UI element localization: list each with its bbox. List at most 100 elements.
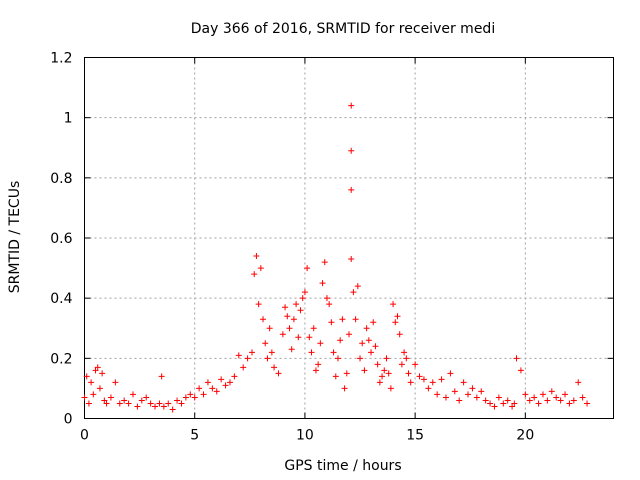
data-point xyxy=(339,316,346,323)
data-point xyxy=(526,397,533,404)
data-point xyxy=(553,394,560,401)
data-point xyxy=(374,361,381,368)
data-point xyxy=(363,325,370,332)
data-point xyxy=(495,394,502,401)
data-point xyxy=(257,265,264,272)
data-point xyxy=(209,385,216,392)
data-point xyxy=(383,355,390,362)
data-point xyxy=(297,307,304,314)
y-tick-label: 1 xyxy=(64,111,73,127)
data-point xyxy=(456,397,463,404)
data-point xyxy=(235,352,242,359)
data-point xyxy=(442,394,449,401)
data-point xyxy=(396,331,403,338)
data-point xyxy=(196,385,203,392)
data-point xyxy=(284,313,291,320)
data-point xyxy=(354,283,361,290)
data-point xyxy=(94,364,101,371)
data-point xyxy=(348,147,355,154)
data-point xyxy=(299,295,306,302)
x-tick-label: 20 xyxy=(516,428,534,444)
data-point xyxy=(295,334,302,341)
data-point xyxy=(513,355,520,362)
data-point xyxy=(575,379,582,386)
data-point xyxy=(368,349,375,356)
data-point xyxy=(112,379,119,386)
data-point xyxy=(370,319,377,326)
data-point xyxy=(544,397,551,404)
data-point xyxy=(566,400,573,407)
data-point xyxy=(460,379,467,386)
data-point xyxy=(312,367,319,374)
data-point xyxy=(251,271,258,278)
data-point xyxy=(337,337,344,344)
data-point xyxy=(191,394,198,401)
x-axis-label: GPS time / hours xyxy=(284,458,401,474)
data-point xyxy=(387,385,394,392)
data-point xyxy=(249,349,256,356)
data-point xyxy=(147,400,154,407)
x-tick-label: 0 xyxy=(80,428,89,444)
data-point xyxy=(218,376,225,383)
data-point xyxy=(99,370,106,377)
data-point xyxy=(401,349,408,356)
data-point xyxy=(152,403,159,410)
data-point xyxy=(178,400,185,407)
data-point xyxy=(509,403,516,410)
data-point xyxy=(352,316,359,323)
data-point xyxy=(504,397,511,404)
data-point xyxy=(90,391,97,398)
data-point xyxy=(328,319,335,326)
data-point xyxy=(306,334,313,341)
data-point xyxy=(535,400,542,407)
x-tick-labels: 0 5 10 15 20 xyxy=(80,428,534,444)
data-point xyxy=(403,355,410,362)
data-point xyxy=(308,349,315,356)
data-point xyxy=(434,391,441,398)
data-point xyxy=(407,379,414,386)
data-point xyxy=(500,400,507,407)
data-point xyxy=(253,253,260,260)
data-point xyxy=(158,373,165,380)
data-point xyxy=(293,301,300,308)
data-point xyxy=(429,379,436,386)
data-point xyxy=(473,394,480,401)
x-tick-label: 10 xyxy=(296,428,314,444)
data-point xyxy=(359,340,366,347)
data-point xyxy=(290,316,297,323)
data-point xyxy=(143,394,150,401)
data-point xyxy=(301,289,308,296)
y-tick-label: 0.8 xyxy=(50,171,72,187)
data-point xyxy=(511,400,518,407)
grid-lines xyxy=(84,57,614,419)
x-tick-label: 15 xyxy=(406,428,424,444)
data-point xyxy=(343,370,350,377)
data-point xyxy=(438,376,445,383)
data-point xyxy=(334,355,341,362)
data-point xyxy=(416,373,423,380)
data-point xyxy=(405,370,412,377)
data-point xyxy=(279,331,286,338)
data-point xyxy=(425,385,432,392)
data-point xyxy=(288,346,295,353)
data-point xyxy=(240,364,247,371)
data-point xyxy=(268,349,275,356)
data-point xyxy=(379,373,386,380)
data-point xyxy=(231,373,238,380)
y-tick-label: 0.2 xyxy=(50,351,72,367)
data-point xyxy=(156,400,163,407)
data-point xyxy=(584,400,591,407)
data-point xyxy=(451,388,458,395)
data-point xyxy=(81,394,88,401)
data-point xyxy=(226,379,233,386)
data-point xyxy=(275,370,282,377)
data-point xyxy=(350,289,357,296)
data-point xyxy=(200,391,207,398)
data-point xyxy=(129,391,136,398)
data-point xyxy=(385,370,392,377)
data-point xyxy=(92,367,99,374)
data-point xyxy=(348,102,355,109)
data-point xyxy=(420,376,427,383)
data-point xyxy=(134,403,141,410)
